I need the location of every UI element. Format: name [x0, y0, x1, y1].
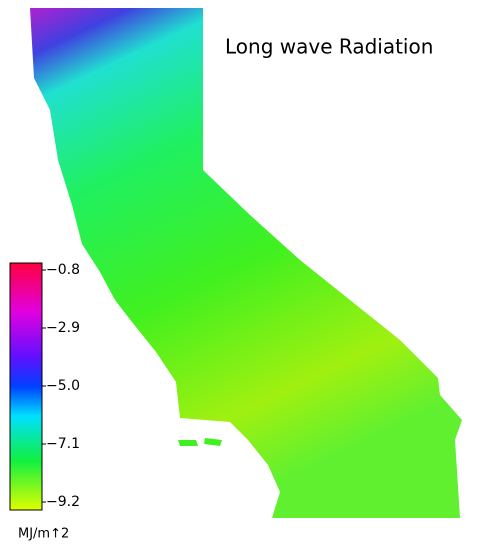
colorbar-tick-label: −0.8 [46, 262, 80, 278]
colorbar [9, 262, 43, 511]
colorbar-tick-label: −2.9 [46, 320, 80, 336]
colorbar-unit: MJ/m↑2 [18, 527, 69, 542]
california-shape [30, 8, 462, 518]
colorbar-tick-label: −9.2 [46, 494, 80, 510]
colorbar-tick-label: −7.1 [46, 436, 80, 452]
island [178, 438, 222, 446]
map-title: Long wave Radiation [225, 35, 433, 59]
colorbar-tick-label: −5.0 [46, 378, 80, 394]
